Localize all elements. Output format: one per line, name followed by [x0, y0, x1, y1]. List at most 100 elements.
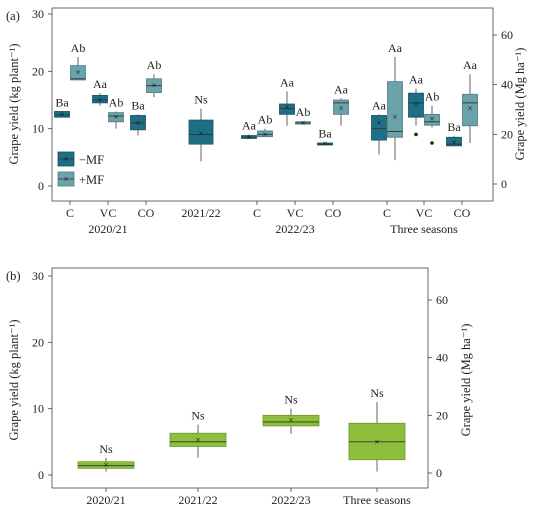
box-plus_mf-14: × Aa: [387, 41, 403, 161]
significance-label: Aa: [409, 73, 424, 87]
panel-a-frame: [51, 7, 494, 202]
panel-a-right-ticks: 0 20 40 60: [493, 28, 513, 191]
box-iqr: [408, 92, 424, 118]
category-label: 2020/21: [86, 493, 125, 507]
box-iqr: [108, 112, 124, 123]
y-tick-label: 30: [32, 269, 44, 283]
y-tick-label: 60: [501, 28, 513, 42]
y-tick-label: 20: [501, 127, 513, 141]
significance-label: Aa: [372, 98, 387, 112]
significance-label: Ns: [194, 93, 208, 107]
panel-b-boxes: × Ns × Ns × Ns × Ns: [77, 386, 406, 472]
mean-marker: ×: [467, 104, 472, 114]
box-minus_mf-15: × Aa: [408, 73, 424, 137]
box-minus_mf-9: × Aa: [279, 75, 295, 126]
y-tick-label: 10: [32, 402, 44, 416]
panel-a-label: (a): [6, 9, 20, 23]
panel-b-frame: [51, 267, 429, 489]
panel-b-left-axis-title: Grape yield (kg plant⁻¹): [7, 319, 21, 440]
significance-label: Ba: [318, 126, 332, 140]
panel-a-right-axis-title: Grape yield (Mg ha⁻¹): [513, 48, 527, 161]
mean-marker: ×: [284, 102, 289, 112]
y-tick-label: 20: [436, 408, 448, 422]
mean-marker: ×: [135, 118, 140, 128]
mean-marker: ×: [288, 415, 293, 425]
mean-marker: ×: [413, 99, 418, 109]
mean-marker: ×: [376, 118, 381, 128]
significance-label: Ab: [147, 58, 162, 72]
treatment-label: CO: [138, 206, 155, 220]
outlier-point: [414, 132, 418, 137]
legend-label: −MF: [79, 153, 104, 167]
treatment-label: CO: [325, 206, 342, 220]
panel-a-left-axis-title: Grape yield (kg plant⁻¹): [7, 43, 21, 164]
mean-marker: ×: [262, 129, 267, 139]
mean-marker: ×: [151, 81, 156, 91]
treatment-label: C: [253, 206, 261, 220]
box-plus_mf-8: × Ab: [257, 113, 273, 139]
box-iqr: [279, 103, 295, 115]
significance-label: Aa: [242, 118, 257, 132]
significance-label: Aa: [93, 77, 108, 91]
category-label: 2022/23: [271, 493, 310, 507]
box-iqr: [257, 130, 273, 138]
panel-b-left-ticks: 0 10 20 30: [32, 269, 52, 482]
mean-marker: ×: [113, 112, 118, 122]
box-iqr: [262, 414, 320, 427]
mean-marker: ×: [195, 435, 200, 445]
treatment-label: C: [383, 206, 391, 220]
treatment-label: CO: [454, 206, 471, 220]
panel-b-x-labels: 2020/21 2021/22 2022/23 Three seasons: [86, 488, 411, 507]
box-minus_mf-6: × Ns: [188, 93, 214, 162]
season-label: 2020/21: [88, 222, 127, 236]
panel-a-legend: × −MF × +MF: [57, 151, 104, 187]
mean-marker: ×: [374, 437, 379, 447]
mean-marker: ×: [59, 109, 64, 119]
y-tick-label: 40: [436, 351, 448, 365]
box-2: × Ns: [262, 393, 320, 434]
panel-b-right-ticks: 0 20 40 60: [428, 293, 448, 480]
box-iqr: [169, 432, 227, 447]
legend-item-minus_mf: × −MF: [57, 151, 104, 167]
treatment-label: VC: [416, 206, 433, 220]
panel-a-left-ticks: 0 10 20 30: [32, 7, 52, 193]
significance-label: Aa: [388, 41, 403, 55]
y-tick-label: 20: [32, 335, 44, 349]
significance-label: Ba: [55, 95, 69, 109]
significance-label: Ab: [425, 90, 440, 104]
box-plus_mf-5: × Ab: [146, 58, 162, 98]
mean-marker: ×: [246, 132, 251, 142]
significance-label: Aa: [463, 58, 478, 72]
mean-marker: ×: [451, 137, 456, 147]
panel-b-right-axis-title: Grape yield (Mg ha⁻¹): [459, 324, 473, 437]
mean-marker: ×: [300, 118, 305, 128]
y-tick-label: 10: [32, 122, 44, 136]
significance-label: Ns: [284, 393, 298, 407]
season-label: 2022/23: [275, 222, 314, 236]
mean-marker: ×: [429, 114, 434, 124]
significance-label: Ba: [447, 120, 461, 134]
box-iqr: [188, 119, 214, 145]
box-plus_mf-16: × Ab: [424, 90, 440, 145]
box-iqr: [92, 95, 108, 104]
panel-b: (b) Grape yield (kg plant⁻¹) Grape yield…: [6, 267, 473, 507]
treatment-label: VC: [287, 206, 304, 220]
y-tick-label: 0: [38, 179, 44, 193]
y-tick-label: 60: [436, 293, 448, 307]
panel-a-boxes: ×Ba×Ab×Aa×Ab×Ba×Ab×Ns×Aa×Ab×Aa×Ab×Ba×Aa×…: [54, 41, 478, 162]
box-minus_mf-7: ×Aa: [241, 118, 257, 142]
y-tick-label: 30: [32, 7, 44, 21]
box-minus_mf-0: ×Ba: [54, 95, 70, 119]
box-plus_mf-3: × Ab: [108, 95, 124, 129]
significance-label: Ns: [370, 386, 384, 400]
legend-label: +MF: [79, 173, 104, 187]
season-label: 2021/22: [181, 206, 220, 220]
box-iqr: [462, 93, 478, 127]
box-minus_mf-4: × Ba: [130, 98, 146, 136]
significance-label: Ns: [191, 409, 205, 423]
y-tick-label: 0: [38, 468, 44, 482]
mean-marker: ×: [75, 67, 80, 77]
box-minus_mf-17: × Ba: [446, 120, 462, 147]
panel-a: (a) Grape yield (kg plant⁻¹) Grape yield…: [6, 7, 527, 236]
